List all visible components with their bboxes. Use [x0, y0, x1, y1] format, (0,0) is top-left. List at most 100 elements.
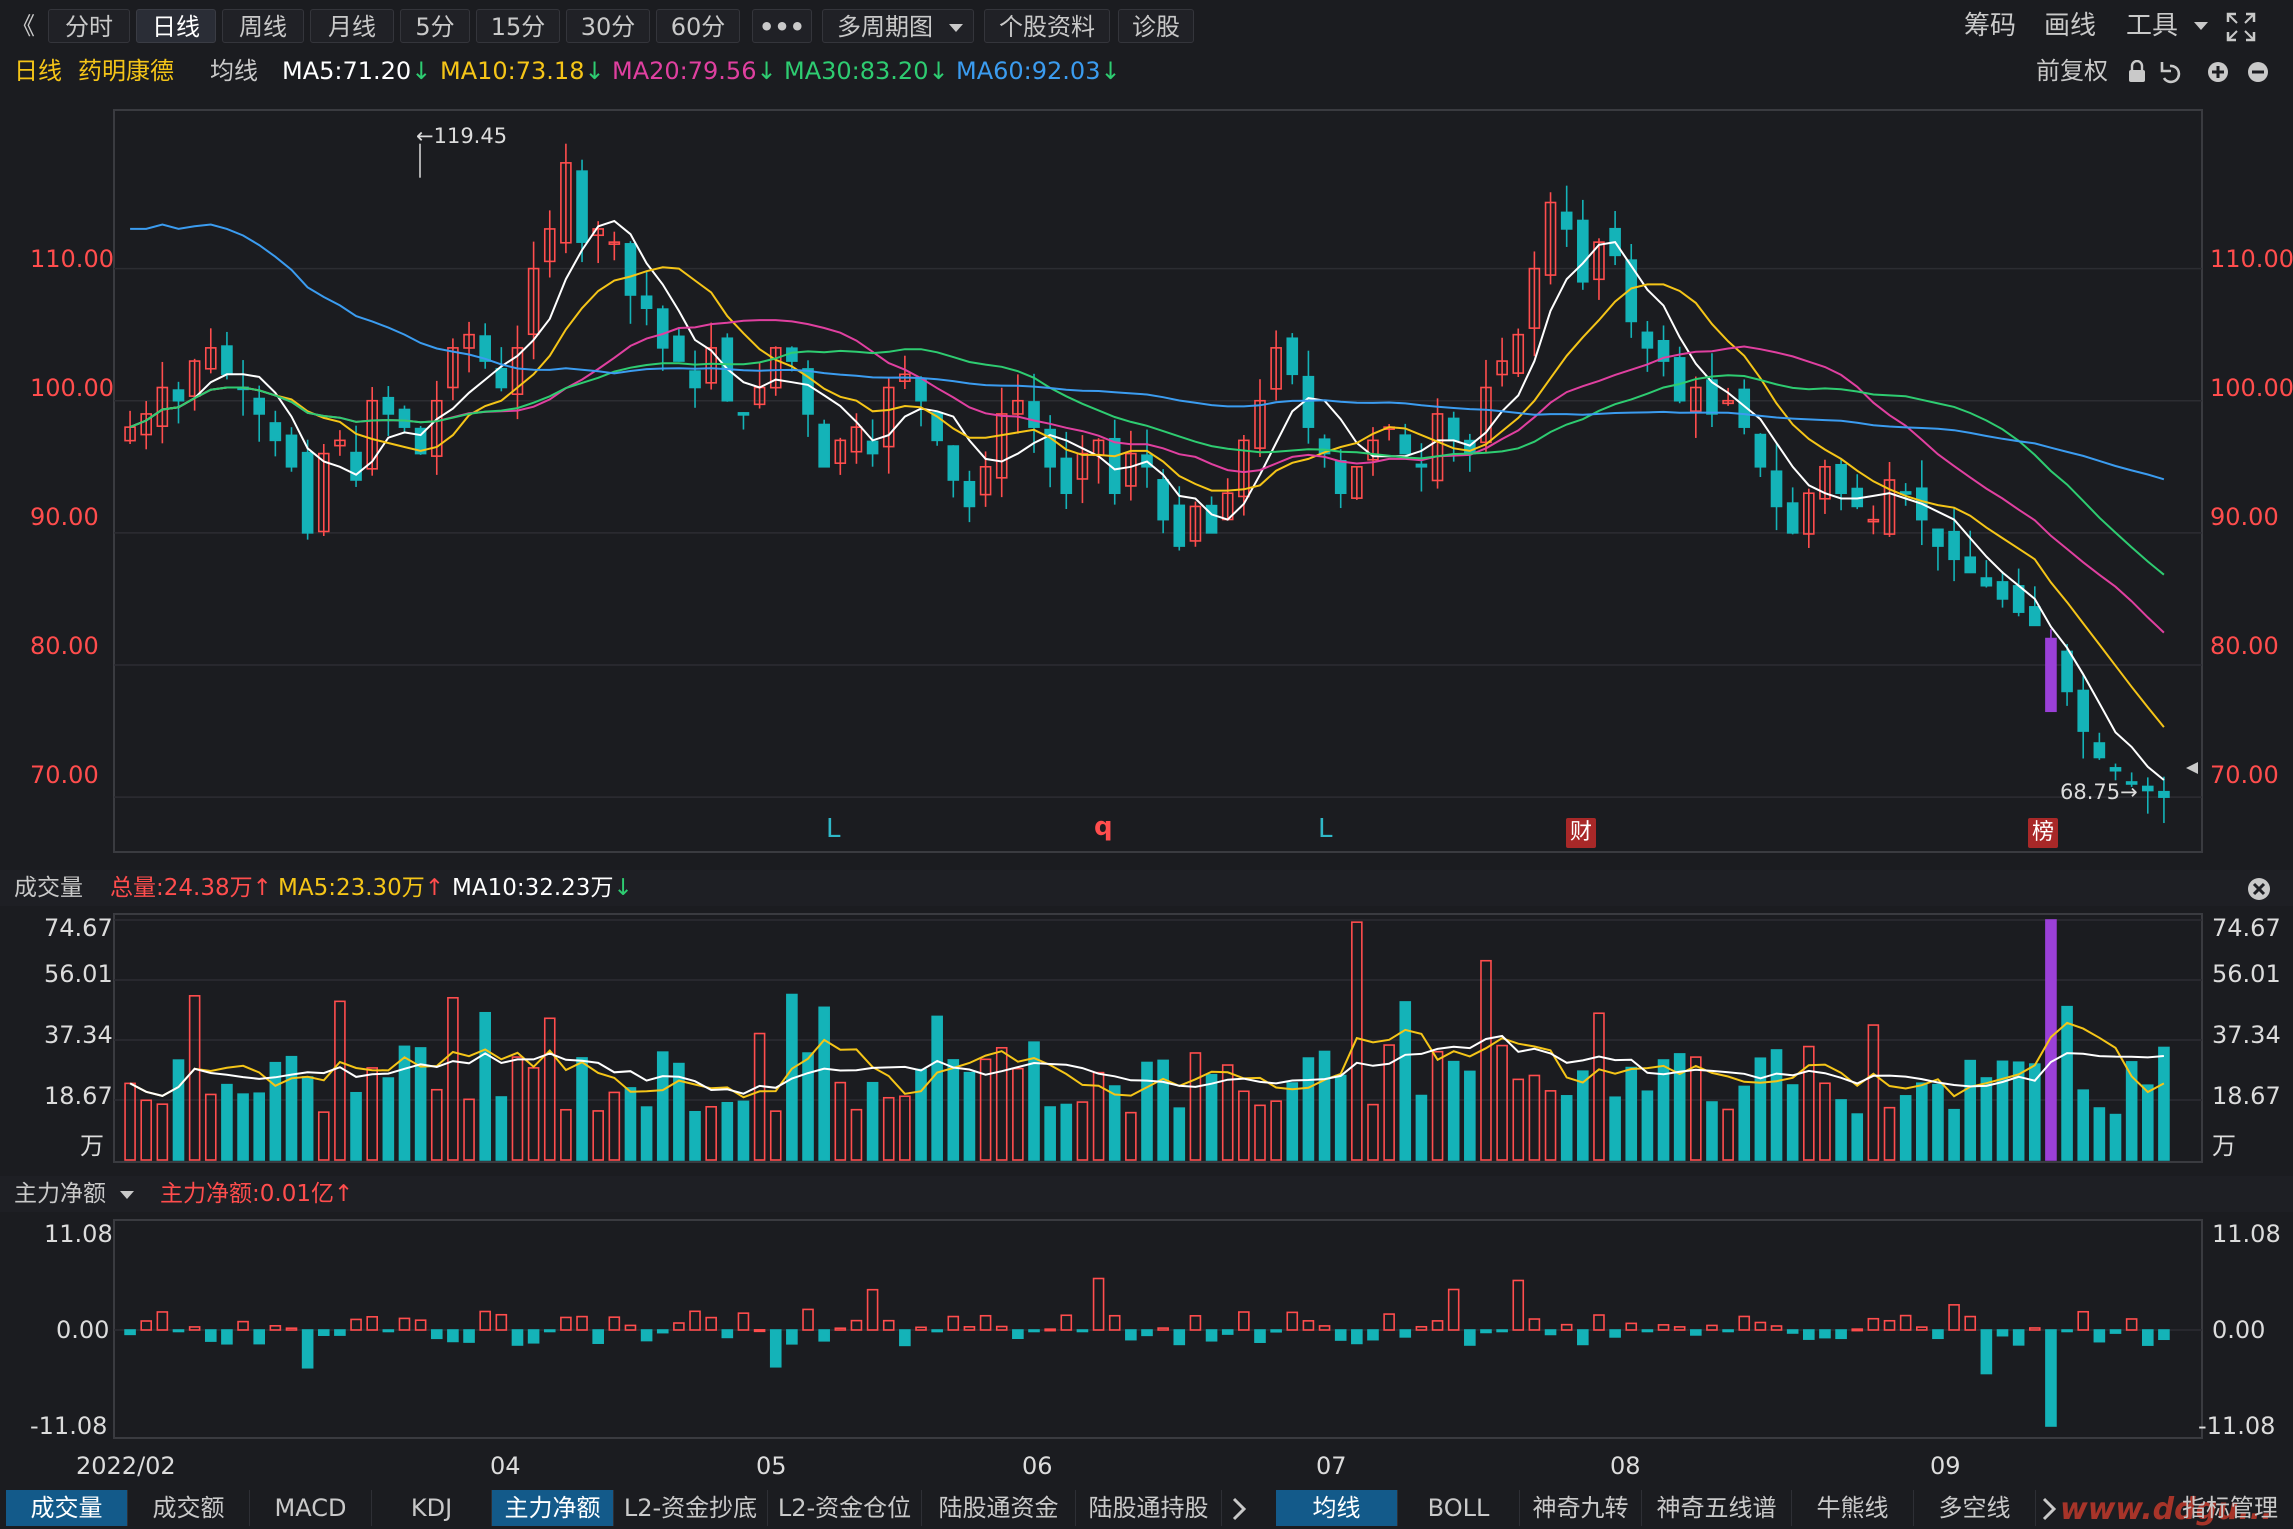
price-chart-pane[interactable]: 110.00 100.00 90.00 80.00 70.00 110.00 1…: [0, 90, 2293, 860]
tab-bull-bear[interactable]: 牛熊线: [1792, 1490, 1914, 1526]
capital-flow-bar: [285, 1327, 298, 1331]
close-icon[interactable]: [2246, 876, 2272, 902]
undo-icon[interactable]: [2160, 62, 2181, 84]
volume-bar: [1125, 1111, 1137, 1161]
volume-header: 成交量 总量:24.38万↑ MA5:23.30万↑ MA10:32.23万↓: [0, 870, 2293, 906]
capital-title-dropdown[interactable]: 主力净额: [14, 1181, 106, 1207]
collapse-icon[interactable]: 《: [11, 12, 35, 40]
period-tab-15min[interactable]: 15分: [476, 9, 560, 43]
financial-report-marker[interactable]: 财: [1566, 818, 1596, 848]
chevron-right-icon[interactable]: [1228, 1496, 1252, 1522]
tab-boll[interactable]: BOLL: [1398, 1490, 1520, 1526]
tab-long-short[interactable]: 多空线: [1914, 1490, 2036, 1526]
event-marker[interactable]: L: [1318, 814, 1333, 844]
more-periods-button[interactable]: •••: [752, 9, 812, 43]
zoom-in-icon[interactable]: [2208, 62, 2228, 82]
diagnose-button[interactable]: 诊股: [1118, 9, 1194, 43]
period-tab-monthly[interactable]: 月线: [310, 9, 394, 43]
capital-flow-bar: [156, 1311, 169, 1331]
capital-flow-bar: [624, 1324, 637, 1331]
tab-magic-nine[interactable]: 神奇九转: [1520, 1490, 1642, 1526]
fullscreen-icon[interactable]: [2226, 12, 2256, 42]
candle-body: [2125, 781, 2138, 785]
billboard-marker[interactable]: 榜: [2028, 818, 2058, 848]
candle-body: [1544, 201, 1557, 276]
capital-flow-bar: [301, 1329, 314, 1369]
volume-bar: [269, 1061, 282, 1161]
tab-hk-connect-fund[interactable]: 陆股通资金: [922, 1490, 1076, 1526]
volume-pane[interactable]: 74.67 56.01 37.34 18.67 万 74.67 56.01 37…: [0, 906, 2293, 1170]
draw-line-button[interactable]: 画线: [2044, 11, 2097, 41]
tab-hk-connect-hold[interactable]: 陆股通持股: [1076, 1490, 1222, 1526]
tools-dropdown[interactable]: 工具: [2126, 9, 2178, 43]
candle-body: [1318, 438, 1331, 455]
adjust-mode[interactable]: 前复权: [2036, 57, 2108, 85]
capital-flow-chart[interactable]: [0, 1212, 2293, 1446]
zoom-out-icon[interactable]: [2248, 62, 2268, 82]
capital-flow-bar: [786, 1329, 798, 1345]
volume-bar: [1286, 1082, 1299, 1161]
price-tick-right: 110.00: [2210, 245, 2293, 273]
lock-icon[interactable]: [2129, 60, 2145, 82]
event-marker[interactable]: L: [826, 814, 841, 844]
tab-l2-position[interactable]: L2-资金仓位: [768, 1490, 922, 1526]
capital-flow-bar: [1076, 1329, 1089, 1333]
candle-body: [656, 308, 669, 349]
tab-turnover[interactable]: 成交额: [128, 1490, 250, 1526]
capital-flow-bar: [1641, 1329, 1654, 1333]
tab-l2-bottom[interactable]: L2-资金抄底: [614, 1490, 768, 1526]
volume-tick-left: 18.67: [44, 1082, 113, 1110]
volume-chart[interactable]: [0, 906, 2293, 1170]
candle-body: [1044, 428, 1056, 468]
capital-flow-bar: [1673, 1326, 1686, 1331]
candle-body: [802, 368, 814, 415]
period-tab-30min[interactable]: 30分: [566, 9, 650, 43]
chevron-right-icon[interactable]: [2038, 1496, 2062, 1522]
tab-ma[interactable]: 均线: [1276, 1490, 1398, 1526]
candle-body: [1157, 479, 1169, 521]
capital-flow-bar: [269, 1325, 282, 1331]
indicator-manage-button[interactable]: 指标管理: [2182, 1494, 2278, 1522]
indicator-info-bar: 日线 药明康德 均线 MA5:71.20↓ MA10:73.18↓ MA20:7…: [0, 52, 2293, 90]
volume-bar: [1028, 1041, 1040, 1161]
capital-flow-bar: [463, 1329, 475, 1343]
capital-flow-bar: [414, 1319, 427, 1331]
volume-title[interactable]: 成交量: [14, 875, 83, 901]
capital-flow-bar: [1964, 1315, 1977, 1331]
volume-bar: [1173, 1107, 1186, 1161]
candle-body: [350, 451, 362, 481]
tab-main-net[interactable]: 主力净额: [492, 1490, 614, 1526]
event-marker[interactable]: q: [1094, 812, 1113, 842]
candle-body: [1673, 357, 1686, 402]
period-tab-60min[interactable]: 60分: [656, 9, 740, 43]
tab-kdj[interactable]: KDJ: [372, 1490, 492, 1526]
stock-info-button[interactable]: 个股资料: [984, 9, 1110, 43]
volume-tick-right: 37.34: [2212, 1021, 2281, 1049]
ma-label[interactable]: 均线: [210, 57, 258, 85]
candle-body: [1883, 479, 1896, 535]
capital-flow-bar: [2028, 1327, 2041, 1331]
capital-flow-bar: [1577, 1329, 1589, 1346]
candlestick-chart[interactable]: [0, 90, 2293, 860]
candle-body: [2028, 606, 2041, 627]
capital-flow-bar: [1899, 1314, 1912, 1331]
capital-flow-pane[interactable]: 11.08 0.00 -11.08 11.08 0.00 -11.08: [0, 1212, 2293, 1446]
chevron-down-icon[interactable]: [120, 1191, 134, 1199]
volume-bar: [915, 1068, 927, 1161]
capital-flow-bar: [2093, 1329, 2106, 1343]
tab-magic-five[interactable]: 神奇五线谱: [1642, 1490, 1792, 1526]
candle-body: [931, 412, 943, 442]
tab-volume[interactable]: 成交量: [6, 1490, 128, 1526]
volume-bar: [963, 1071, 976, 1161]
period-tab-intraday[interactable]: 分时: [48, 9, 130, 43]
capital-tick-right: -11.08: [2198, 1412, 2276, 1440]
chips-button[interactable]: 筹码: [1964, 11, 2017, 41]
period-tab-daily[interactable]: 日线: [136, 9, 216, 43]
volume-bar: [1770, 1049, 1783, 1161]
period-tab-weekly[interactable]: 周线: [222, 9, 304, 43]
volume-bar: [1480, 959, 1492, 1161]
multi-period-dropdown[interactable]: 多周期图: [822, 9, 974, 43]
period-tab-5min[interactable]: 5分: [400, 9, 470, 43]
capital-flow-bar: [479, 1310, 491, 1331]
tab-macd[interactable]: MACD: [250, 1490, 372, 1526]
